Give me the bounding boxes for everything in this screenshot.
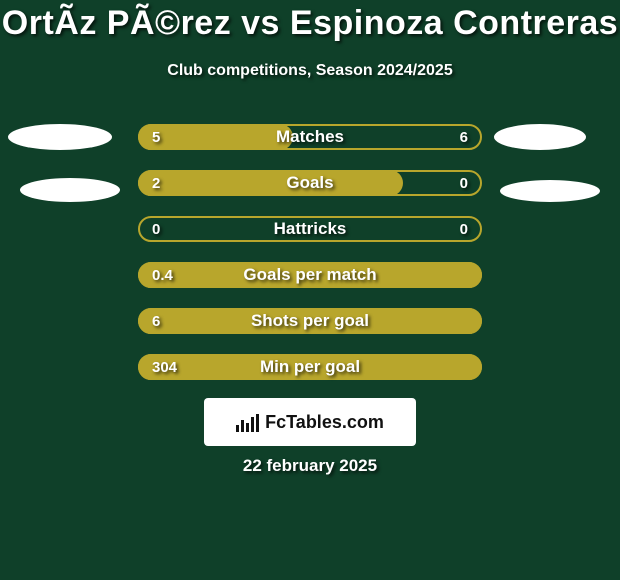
stat-bar-fill (138, 354, 482, 380)
page-subtitle: Club competitions, Season 2024/2025 (0, 62, 620, 80)
fctables-logo: FcTables.com (204, 398, 416, 446)
stat-bar-fill (138, 124, 293, 150)
bar-chart-icon (236, 412, 259, 432)
player-left-indicator-bottom (20, 178, 120, 202)
stat-bar-fill (138, 170, 403, 196)
stat-bar-outline (138, 216, 482, 242)
stat-value-left: 0.4 (152, 262, 173, 288)
stat-value-left: 0 (152, 216, 160, 242)
date-label: 22 february 2025 (0, 456, 620, 476)
stat-value-left: 5 (152, 124, 160, 150)
stat-bar-fill (138, 262, 482, 288)
stat-row: 56Matches (138, 124, 482, 150)
stat-bar-fill (138, 308, 482, 334)
stat-row: 6Shots per goal (138, 308, 482, 334)
stat-row: 304Min per goal (138, 354, 482, 380)
stat-row: 0.4Goals per match (138, 262, 482, 288)
stat-value-left: 2 (152, 170, 160, 196)
player-left-indicator-top (8, 124, 112, 150)
stat-row: 20Goals (138, 170, 482, 196)
player-right-indicator-bottom (500, 180, 600, 202)
logo-text: FcTables.com (265, 412, 384, 433)
stat-value-left: 6 (152, 308, 160, 334)
player-right-indicator-top (494, 124, 586, 150)
stat-value-right: 0 (460, 216, 468, 242)
stat-value-right: 0 (460, 170, 468, 196)
stat-value-right: 6 (460, 124, 468, 150)
stat-value-left: 304 (152, 354, 177, 380)
stat-row: 00Hattricks (138, 216, 482, 242)
page-title: OrtÃ­z PÃ©rez vs Espinoza Contreras (0, 4, 620, 43)
